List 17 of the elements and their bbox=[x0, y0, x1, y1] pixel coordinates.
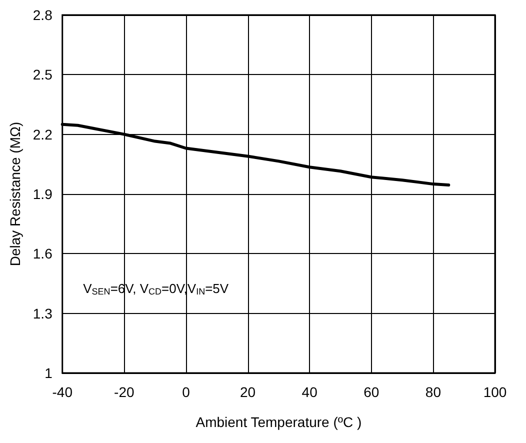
y-tick-label: 2.2 bbox=[32, 126, 53, 142]
y-axis-title: Delay Resistance (MΩ) bbox=[7, 122, 23, 266]
y-tick-label: 2.5 bbox=[32, 66, 53, 83]
x-tick-label: 100 bbox=[483, 384, 507, 400]
x-tick-label: 60 bbox=[364, 384, 380, 400]
y-tick-label: 1 bbox=[44, 365, 53, 381]
x-tick-label: 80 bbox=[425, 384, 442, 400]
y-tick-label: 1.3 bbox=[32, 305, 53, 322]
x-tick-label: 20 bbox=[240, 384, 256, 400]
x-axis-title: Ambient Temperature (ºC ) bbox=[196, 414, 362, 430]
y-tick-label: 2.8 bbox=[32, 7, 53, 23]
y-tick-label: 1.6 bbox=[32, 246, 53, 262]
y-tick-label: 1.9 bbox=[32, 186, 53, 202]
x-tick-label: 40 bbox=[302, 384, 318, 400]
x-tick-label: 0 bbox=[182, 384, 190, 400]
x-tick-label: -40 bbox=[52, 384, 73, 400]
x-tick-label: -20 bbox=[114, 384, 134, 400]
